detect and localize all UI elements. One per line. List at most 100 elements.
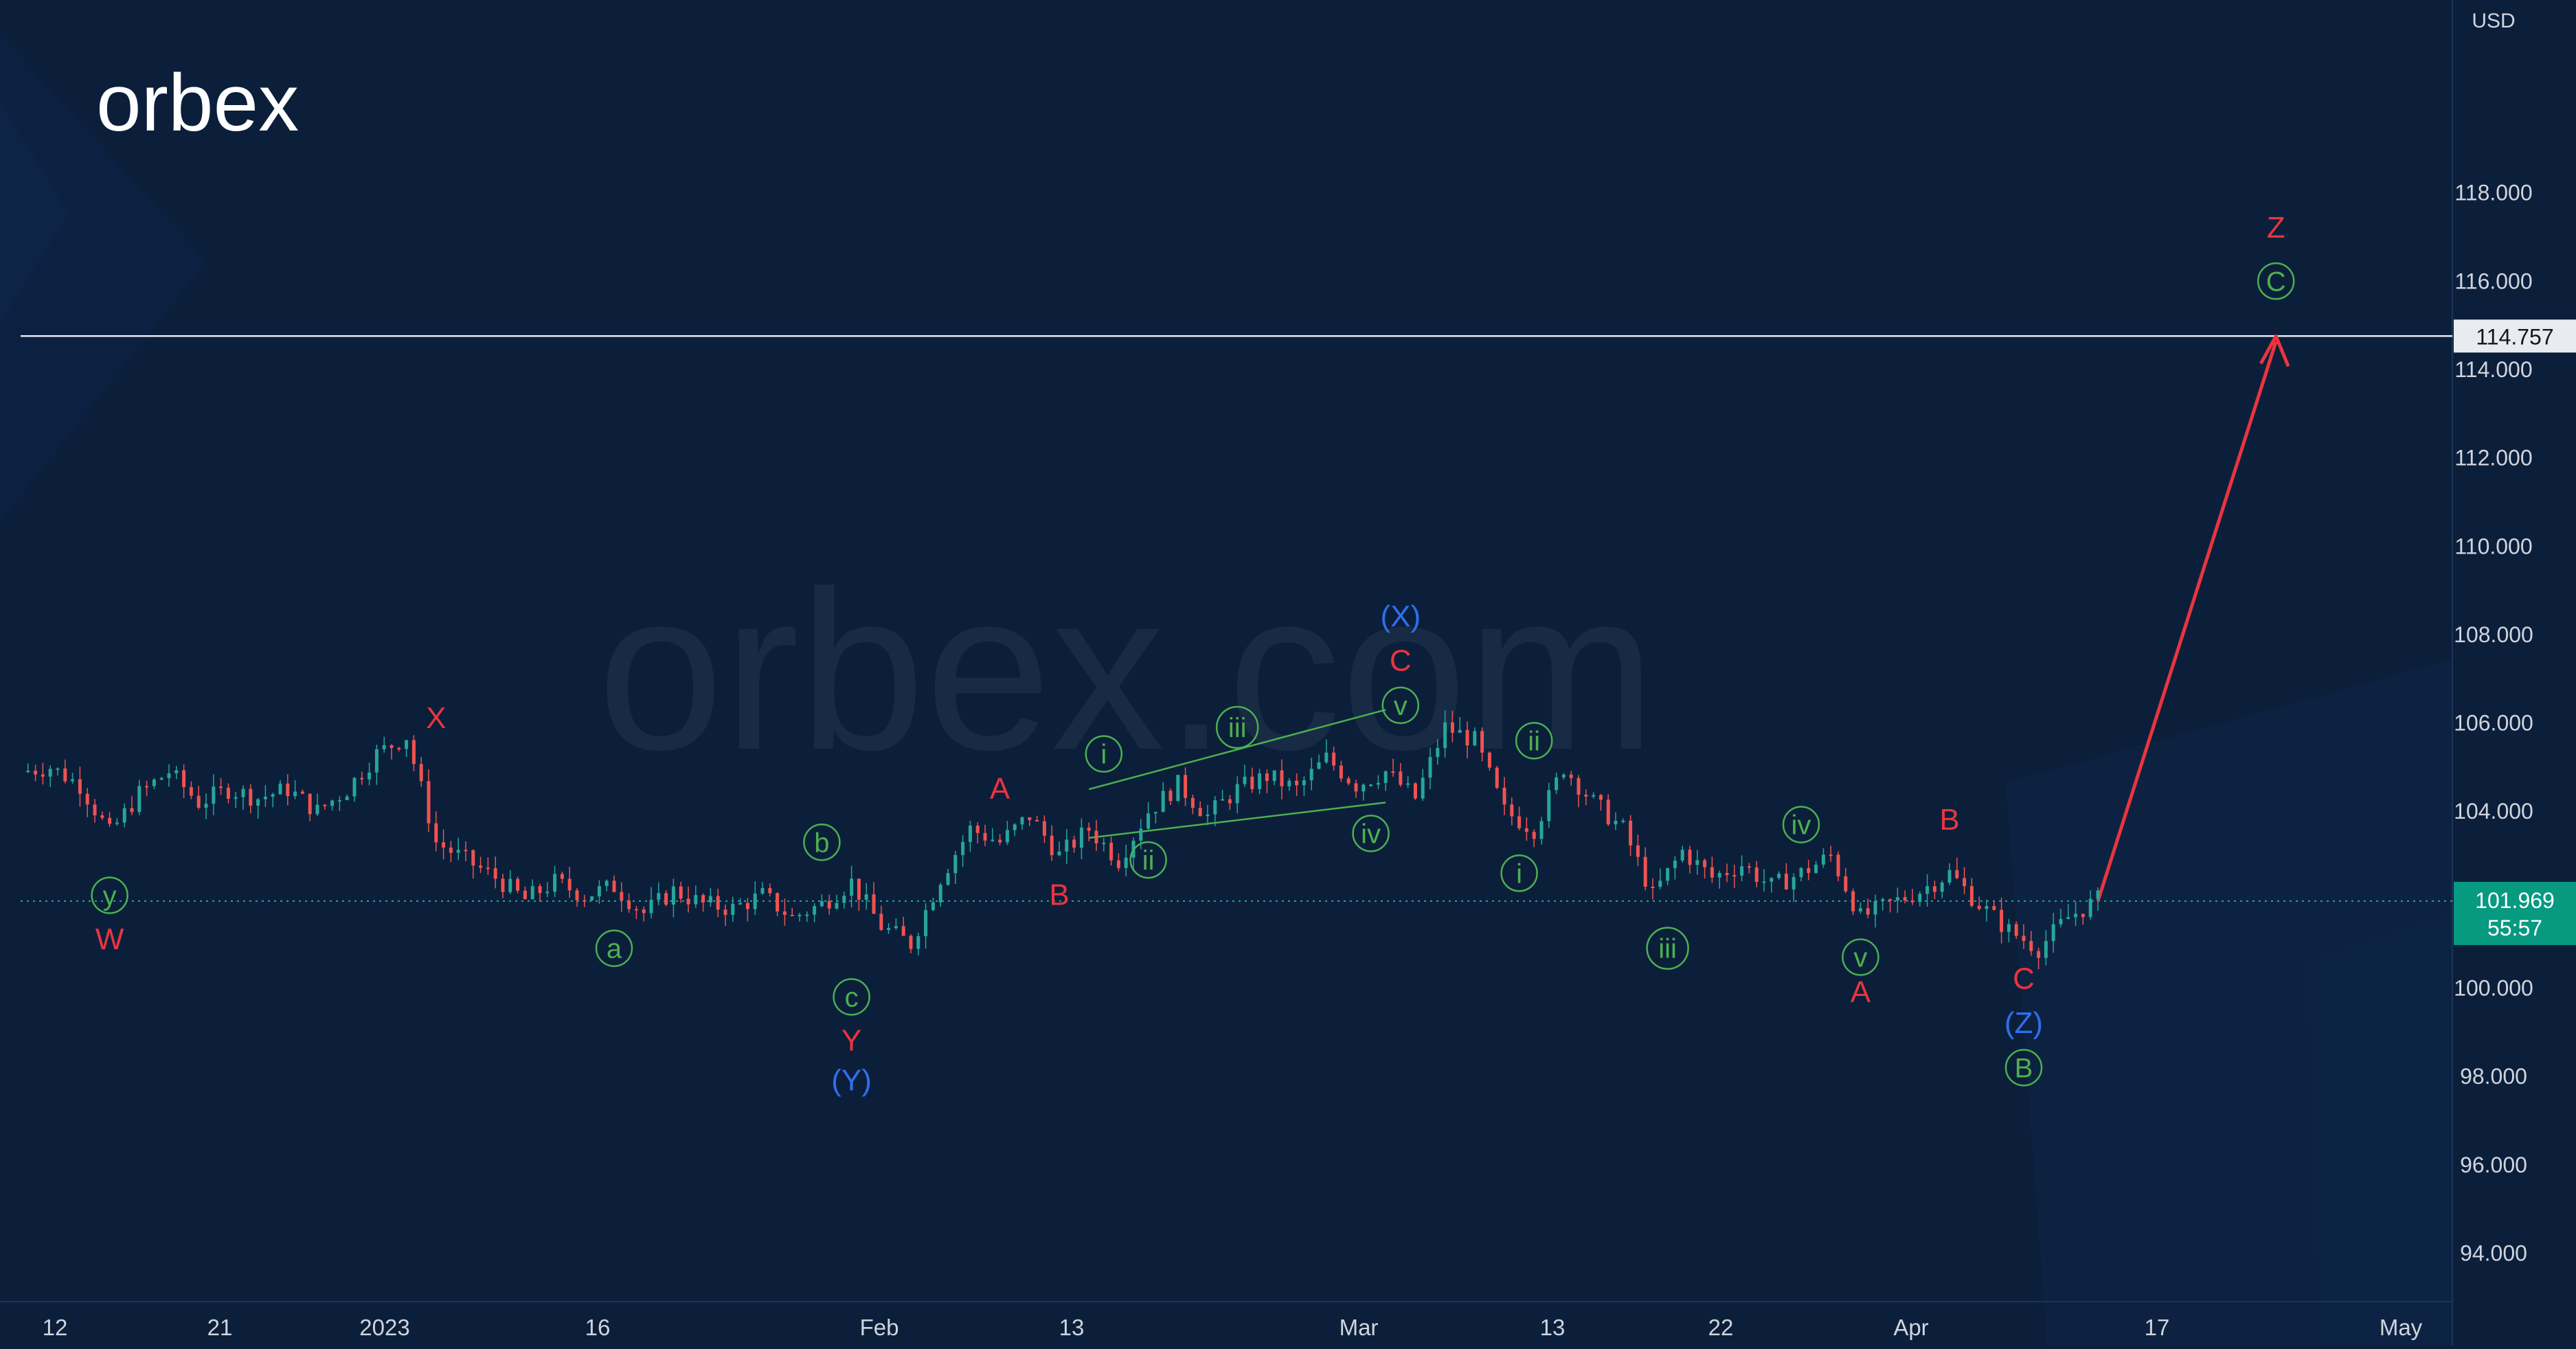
candle-body [486,868,490,870]
time-axis[interactable]: 12 21 2023 16 Feb 13 Mar 13 22 Apr 17 May [43,1315,2423,1340]
chart-grid [0,0,2453,1346]
candle-body [1065,839,1069,852]
wave-label: A [990,772,1010,806]
candle-body [1383,771,1388,783]
wave-label-circle [1129,841,1167,879]
candle-body [1272,770,1276,782]
candle-body [1969,886,1974,906]
candle-body [2044,941,2048,958]
candle-body [1539,821,1544,839]
background-decor [0,34,2452,1346]
candle-body [1836,854,1840,876]
candle-body [782,911,787,916]
candle-body [234,797,238,799]
candle-body [508,878,512,892]
candle-body [1561,774,1566,778]
candle-body [189,786,193,796]
y-axis-tick-label: 108.000 [2454,622,2533,647]
wave-label-circle [1515,722,1553,760]
candle-body [916,936,920,949]
candle-body [1302,780,1306,786]
candle-body [1947,870,1952,883]
candle-body [567,878,572,891]
wave-label: Y [841,1024,861,1058]
candle-body [1094,830,1098,843]
candle-body [1985,906,1989,909]
candle-body [1146,813,1151,829]
candle-body [760,887,765,894]
wave-label-text: v [1853,943,1867,973]
wave-label-text: B [2015,1053,2033,1083]
price-axis[interactable]: 118.000 116.000 114.000 112.000 110.000 108.0… [2454,181,2576,1266]
last-price-label: 101.969 [2475,888,2555,913]
candle-body [368,772,372,780]
candle-body [553,874,557,892]
candle-body [909,936,913,949]
candle-body [790,915,794,917]
candle-body [664,893,668,905]
wave-label: (X) [1380,600,1421,633]
candle-body [612,881,616,892]
candle-body [671,886,675,905]
candle-body [842,896,846,903]
wave-label-text: iii [1228,713,1247,743]
wave-label-text: v [1394,691,1408,721]
candle-body [931,902,935,911]
candle-body [1369,784,1373,786]
candle-body [1324,752,1329,762]
wave-label-circle [1352,815,1390,852]
candle-body [389,745,394,748]
candle-body [1153,812,1157,814]
wave-label-text: ii [1528,726,1540,756]
wave-label-circle [2257,262,2295,300]
candle-body [2081,914,2085,918]
candle-body [1042,821,1046,836]
candle-body [983,832,987,841]
candle-body [1480,731,1484,753]
x-axis-tick-label: 17 [2145,1315,2170,1340]
candle-body [293,791,297,797]
candle-body [545,892,550,894]
wave-label-text: (X) [1380,600,1421,633]
candle-body [1577,778,1581,795]
candle-body [1243,776,1247,784]
wave-label-text: X [426,701,446,735]
wave-label-circle [1085,735,1123,773]
candle-body [634,909,638,911]
candle-body [1658,881,1662,887]
candle-body [1109,842,1114,861]
candle-body [1754,867,1759,882]
candle-body [1925,886,1930,894]
candle-body [1695,860,1699,865]
candle-body [516,878,520,891]
candle-body [798,914,802,916]
candle-body [1903,897,1907,901]
triangle-trend-line [1088,709,1386,791]
wave-label: v [1842,938,1879,976]
wave-label-circle [803,824,841,861]
candle-body [1287,780,1291,786]
candle-body [219,786,223,789]
candle-body [1532,832,1536,839]
candle-body [1020,817,1024,825]
candle-body [1228,799,1232,804]
candle-body [1206,814,1210,817]
wave-label-text: i [1100,740,1107,770]
candle-body [1524,828,1528,832]
candle-body [1784,874,1788,889]
candle-body [642,909,646,914]
wave-label: c [833,978,870,1016]
candle-body [583,900,587,902]
candle-body [63,768,67,782]
candle-body [1799,868,1803,877]
candle-body [813,906,817,915]
candle-body [2022,936,2026,941]
candle-body [48,769,52,777]
y-axis-tick-label: 106.000 [2454,711,2533,736]
candle-body [679,886,683,899]
x-axis-tick-label: 13 [1540,1315,1566,1340]
wave-label-text: Z [2267,211,2285,245]
y-axis-tick-label: 110.000 [2454,534,2532,558]
wave-label-text: B [1049,878,1069,911]
